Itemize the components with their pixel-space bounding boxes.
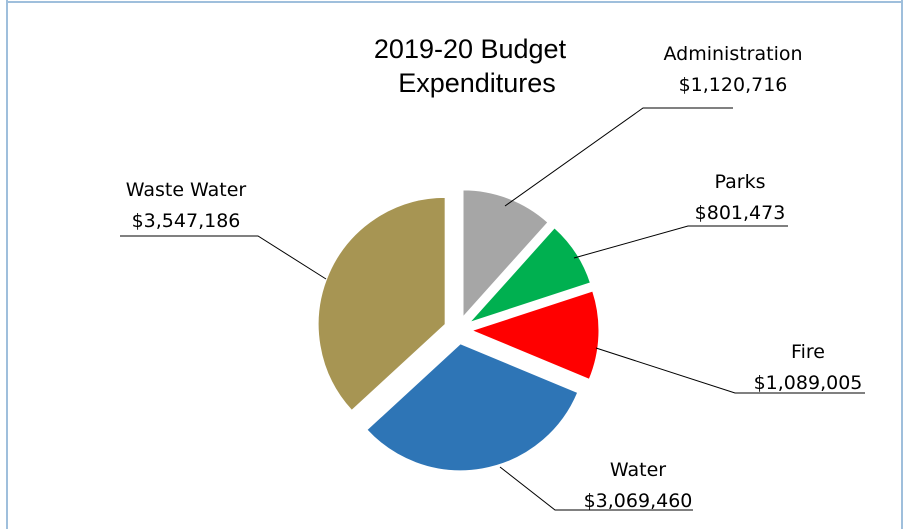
- pie-slice-fire: [470, 290, 600, 380]
- pie-slice-parks: [468, 227, 592, 324]
- chart-title-line-2: Expenditures: [398, 68, 556, 98]
- frame-border-left: [6, 0, 8, 529]
- slice-label-value-administration: $1,120,716: [679, 74, 788, 96]
- leader-line-administration: [504, 107, 733, 207]
- frame-border-right: [901, 0, 903, 529]
- frame-border-top: [6, 1, 903, 3]
- slice-label-name-waste-water: Waste Water: [126, 179, 247, 201]
- leader-line-waste-water: [120, 235, 327, 280]
- slice-label-name-administration: Administration: [663, 43, 802, 65]
- slice-label-value-parks: $801,473: [695, 202, 786, 224]
- leader-lines: [120, 107, 865, 511]
- leader-line-fire: [595, 347, 865, 394]
- pie-slice-waste-water: [317, 196, 446, 412]
- slice-label-value-fire: $1,089,005: [754, 372, 863, 394]
- slice-label-name-fire: Fire: [791, 341, 825, 363]
- pie-slice-water: [366, 343, 579, 472]
- pie-slice-administration: [462, 189, 549, 319]
- slice-label-name-parks: Parks: [715, 171, 766, 193]
- slice-labels: Administration $1,120,716 Parks $801,473 Fir…: [126, 43, 863, 512]
- pie-slices: [317, 189, 600, 472]
- slice-label-value-waste-water: $3,547,186: [132, 210, 241, 232]
- leader-line-water: [499, 466, 693, 511]
- leader-line-parks: [573, 225, 788, 259]
- slice-label-value-water: $3,069,460: [584, 490, 693, 512]
- chart-title-line-1: 2019-20 Budget: [374, 34, 567, 64]
- slice-label-name-water: Water: [610, 459, 666, 481]
